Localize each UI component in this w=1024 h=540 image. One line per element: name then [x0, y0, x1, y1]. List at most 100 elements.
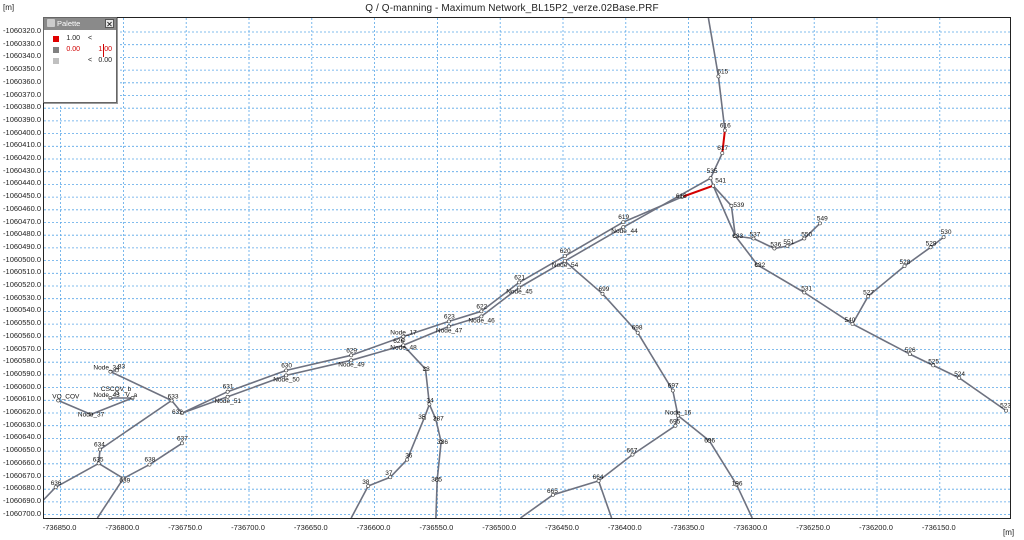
network-node[interactable]: [180, 411, 184, 416]
network-link[interactable]: [803, 291, 854, 325]
network-node[interactable]: [56, 398, 61, 403]
network-node[interactable]: [755, 262, 760, 267]
network-node[interactable]: [446, 319, 451, 324]
network-node[interactable]: [517, 285, 522, 290]
network-node[interactable]: [621, 220, 626, 225]
network-link[interactable]: [708, 439, 738, 486]
network-link[interactable]: [932, 364, 961, 379]
network-link[interactable]: [803, 222, 821, 240]
network-node[interactable]: [401, 334, 406, 339]
network-link[interactable]: [520, 494, 554, 518]
network-link[interactable]: [402, 344, 427, 370]
network-link[interactable]: [285, 359, 353, 377]
network-link[interactable]: [958, 377, 1007, 412]
network-node[interactable]: [349, 353, 354, 358]
network-node[interactable]: [850, 321, 855, 326]
network-node[interactable]: [147, 462, 152, 467]
network-link[interactable]: [44, 486, 57, 505]
network-link[interactable]: [435, 418, 442, 443]
network-link[interactable]: [631, 424, 677, 456]
network-node[interactable]: [600, 291, 605, 296]
network-node[interactable]: [670, 388, 675, 393]
network-link[interactable]: [350, 335, 405, 357]
network-link[interactable]: [389, 458, 409, 479]
network-link[interactable]: [122, 463, 151, 480]
network-node[interactable]: [866, 294, 871, 299]
network-node[interactable]: [772, 246, 777, 251]
network-node[interactable]: [96, 461, 101, 466]
network-node[interactable]: [366, 484, 371, 488]
network-link[interactable]: [424, 368, 431, 406]
network-link[interactable]: [109, 370, 173, 402]
network-link[interactable]: [622, 196, 683, 223]
network-link[interactable]: [181, 390, 229, 414]
network-node[interactable]: [785, 244, 790, 248]
network-diagram[interactable]: 615 616 617 535 541 539 618 619 Node_44 620 Node_5…: [44, 18, 1010, 518]
network-node[interactable]: [401, 343, 406, 348]
network-link[interactable]: [428, 403, 437, 421]
network-node[interactable]: [423, 367, 428, 372]
network-node[interactable]: [121, 476, 126, 481]
network-link[interactable]: [712, 184, 737, 237]
network-node[interactable]: [720, 151, 725, 156]
network-link[interactable]: [57, 399, 92, 416]
network-link[interactable]: [99, 399, 173, 451]
network-node[interactable]: [169, 398, 174, 403]
network-node[interactable]: [716, 74, 721, 79]
network-link[interactable]: [448, 315, 483, 328]
network-node[interactable]: [562, 259, 567, 264]
network-link[interactable]: [90, 397, 134, 416]
network-link[interactable]: [707, 18, 720, 77]
network-node[interactable]: [729, 203, 734, 208]
network-node[interactable]: [517, 280, 522, 285]
network-link[interactable]: [734, 235, 755, 240]
network-node[interactable]: [225, 394, 230, 399]
network-link[interactable]: [435, 479, 438, 518]
network-link[interactable]: [597, 480, 613, 518]
network-node[interactable]: [115, 368, 119, 373]
network-link[interactable]: [597, 453, 634, 482]
network-link[interactable]: [786, 237, 806, 247]
network-node[interactable]: [422, 416, 427, 421]
network-node[interactable]: [89, 412, 93, 417]
palette-row-mid[interactable]: 0.00 1.00: [44, 45, 116, 56]
network-link[interactable]: [671, 389, 679, 417]
network-node[interactable]: [708, 176, 713, 181]
network-node[interactable]: [596, 478, 601, 483]
network-node[interactable]: [479, 314, 484, 319]
network-node[interactable]: [562, 254, 567, 259]
network-node[interactable]: [115, 391, 119, 395]
network-link[interactable]: [350, 344, 405, 362]
network-node[interactable]: [284, 368, 289, 373]
network-node[interactable]: [405, 457, 410, 462]
network-link[interactable]: [851, 323, 911, 355]
network-node[interactable]: [751, 236, 756, 241]
network-node[interactable]: [931, 363, 936, 368]
network-node[interactable]: [401, 338, 406, 343]
network-node[interactable]: [479, 309, 484, 314]
network-node[interactable]: [680, 195, 684, 199]
network-link[interactable]: [601, 292, 639, 334]
network-link[interactable]: [756, 264, 806, 294]
network-node[interactable]: [1004, 408, 1009, 413]
network-link[interactable]: [867, 265, 906, 298]
network-node[interactable]: [180, 441, 184, 446]
close-icon[interactable]: ✕: [105, 19, 114, 29]
network-node[interactable]: [818, 221, 822, 226]
network-link[interactable]: [402, 325, 450, 347]
network-link[interactable]: [680, 184, 715, 198]
network-link[interactable]: [97, 462, 125, 480]
network-link[interactable]: [226, 374, 287, 398]
network-node[interactable]: [551, 492, 555, 497]
network-link[interactable]: [423, 403, 431, 419]
network-link[interactable]: [518, 260, 566, 289]
network-node[interactable]: [225, 389, 230, 394]
network-link[interactable]: [563, 260, 604, 295]
network-link[interactable]: [636, 331, 674, 392]
network-node[interactable]: [676, 413, 680, 418]
network-node[interactable]: [802, 290, 807, 295]
network-node[interactable]: [630, 452, 635, 457]
network-link[interactable]: [480, 281, 521, 313]
network-link[interactable]: [480, 286, 521, 318]
network-link[interactable]: [735, 484, 753, 518]
